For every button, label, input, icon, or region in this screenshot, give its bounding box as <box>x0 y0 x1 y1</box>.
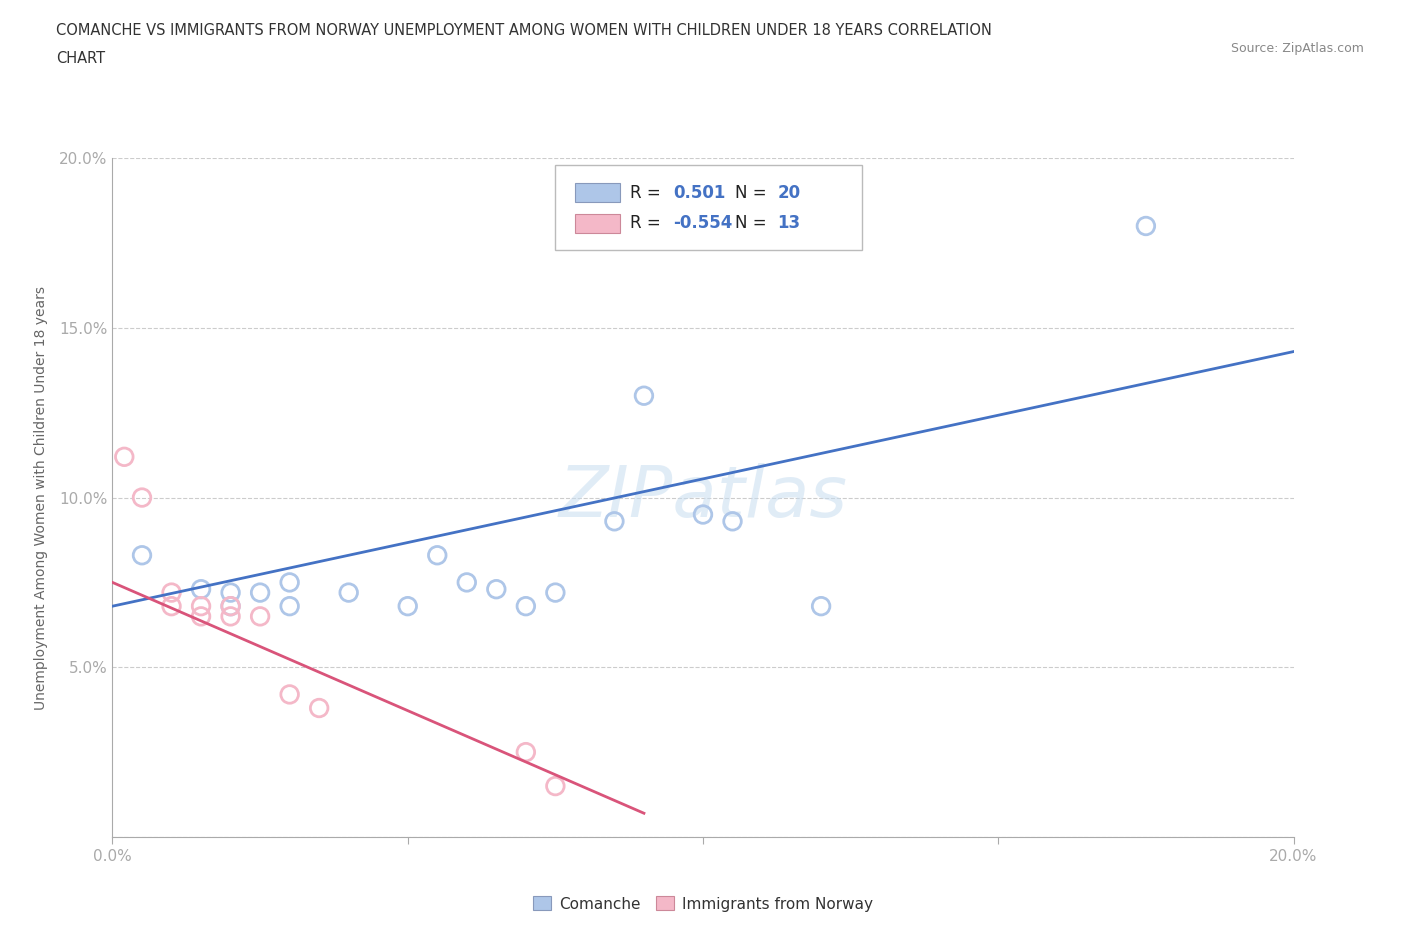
Point <box>160 585 183 600</box>
Point <box>456 575 478 590</box>
Point <box>633 389 655 404</box>
Point <box>160 599 183 614</box>
Text: CHART: CHART <box>56 51 105 66</box>
Point <box>190 582 212 597</box>
Point <box>515 745 537 760</box>
Point <box>219 585 242 600</box>
Point <box>426 548 449 563</box>
Point <box>190 599 212 614</box>
Point <box>190 609 212 624</box>
Point <box>219 609 242 624</box>
Point <box>278 687 301 702</box>
Point <box>485 582 508 597</box>
Point <box>131 490 153 505</box>
Text: N =: N = <box>735 214 766 232</box>
Text: COMANCHE VS IMMIGRANTS FROM NORWAY UNEMPLOYMENT AMONG WOMEN WITH CHILDREN UNDER : COMANCHE VS IMMIGRANTS FROM NORWAY UNEMP… <box>56 23 993 38</box>
FancyBboxPatch shape <box>555 165 862 250</box>
Point <box>249 585 271 600</box>
Legend: Comanche, Immigrants from Norway: Comanche, Immigrants from Norway <box>527 890 879 918</box>
Point <box>219 599 242 614</box>
Point <box>278 599 301 614</box>
Point <box>131 548 153 563</box>
Text: 0.501: 0.501 <box>673 184 725 202</box>
Point <box>396 599 419 614</box>
Text: Source: ZipAtlas.com: Source: ZipAtlas.com <box>1230 42 1364 55</box>
Text: -0.554: -0.554 <box>673 214 733 232</box>
Text: ZIPatlas: ZIPatlas <box>558 463 848 532</box>
FancyBboxPatch shape <box>575 183 620 202</box>
Text: N =: N = <box>735 184 766 202</box>
FancyBboxPatch shape <box>575 214 620 232</box>
Point <box>1135 219 1157 233</box>
Y-axis label: Unemployment Among Women with Children Under 18 years: Unemployment Among Women with Children U… <box>34 286 48 710</box>
Text: 20: 20 <box>778 184 800 202</box>
Point <box>692 507 714 522</box>
Point <box>810 599 832 614</box>
Point <box>337 585 360 600</box>
Point <box>603 514 626 529</box>
Point <box>219 599 242 614</box>
Text: R =: R = <box>630 184 666 202</box>
Text: R =: R = <box>630 214 666 232</box>
Point <box>112 449 135 464</box>
Point <box>249 609 271 624</box>
Text: 13: 13 <box>778 214 800 232</box>
Point <box>721 514 744 529</box>
Point <box>544 585 567 600</box>
Point <box>308 700 330 715</box>
Point <box>515 599 537 614</box>
Point <box>278 575 301 590</box>
Point <box>544 778 567 793</box>
